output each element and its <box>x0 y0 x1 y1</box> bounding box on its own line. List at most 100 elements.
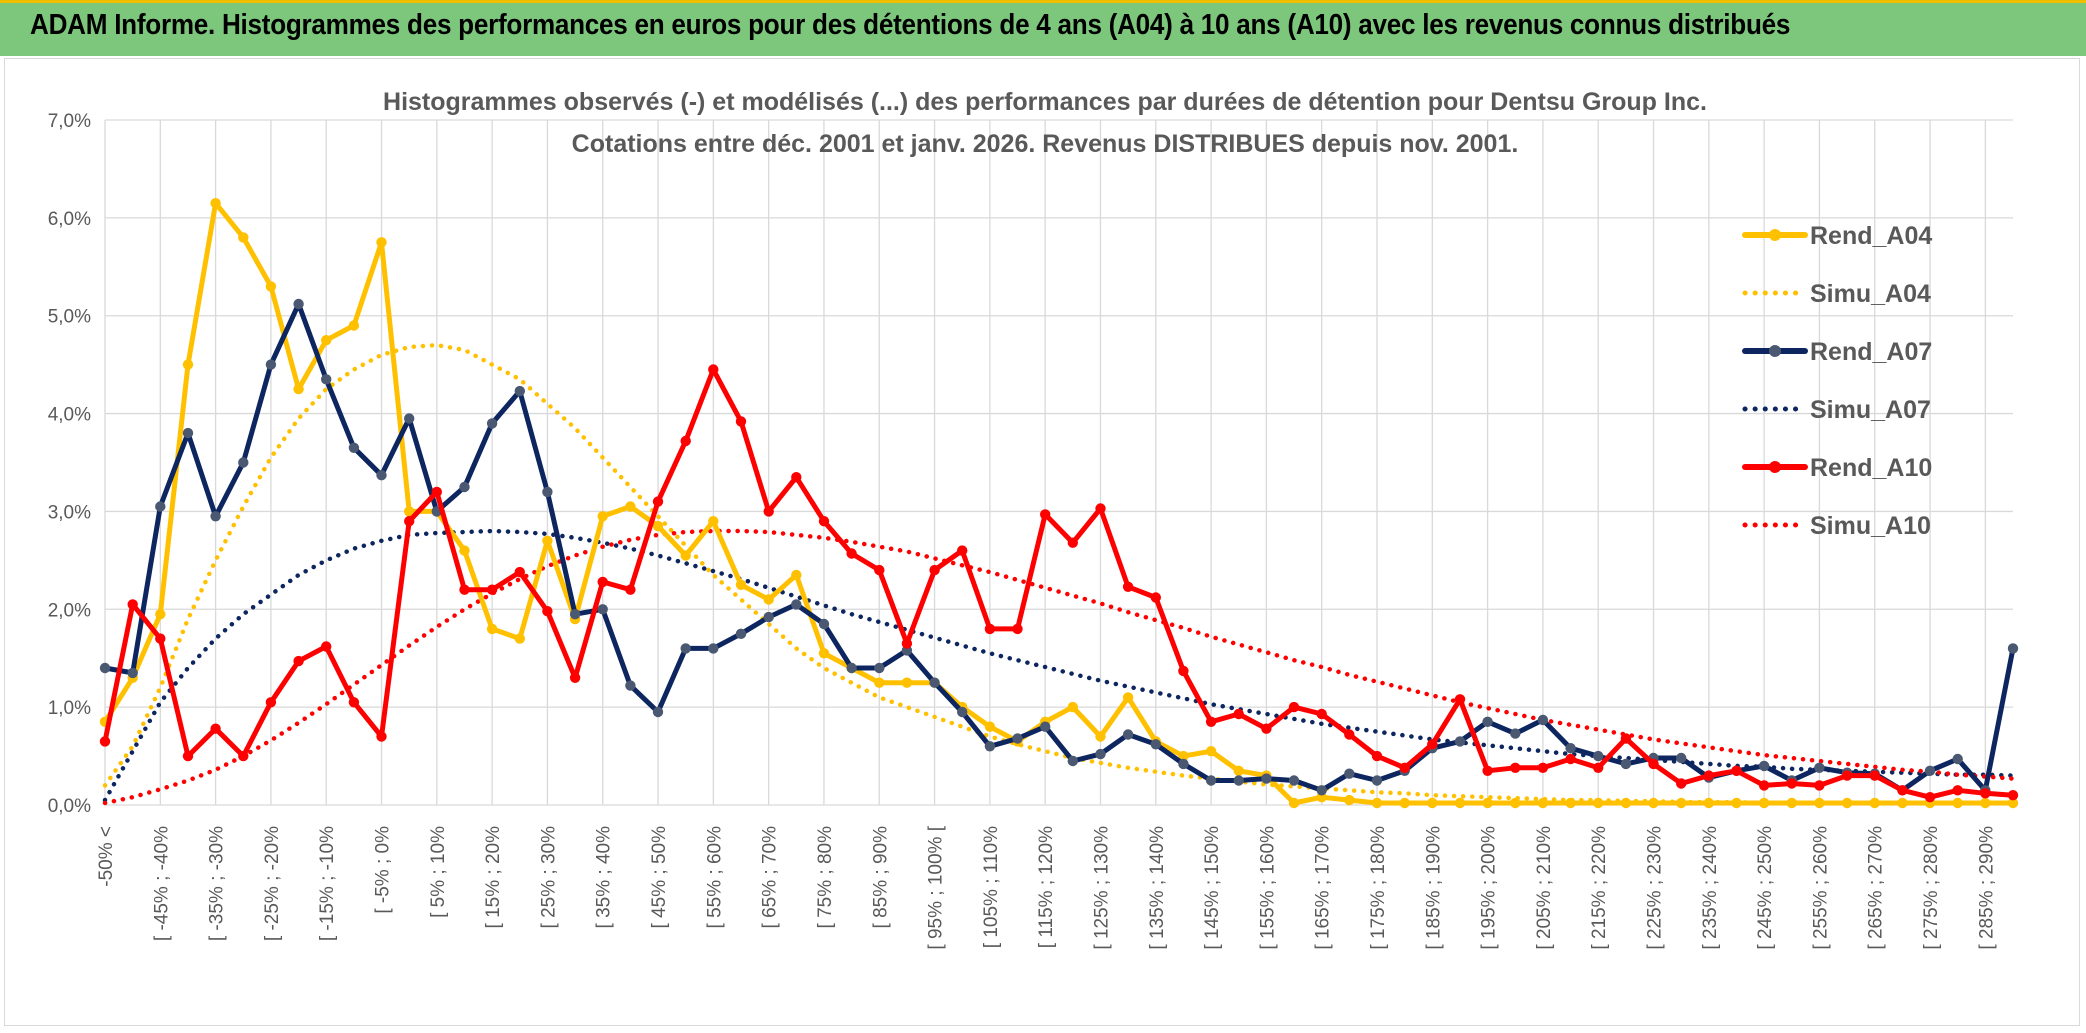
data-point <box>1952 753 1963 765</box>
data-point <box>459 481 470 493</box>
data-point <box>1288 701 1300 713</box>
data-point <box>846 662 857 674</box>
data-point <box>127 599 138 610</box>
y-tick-label: 5,0% <box>48 307 91 328</box>
data-point <box>1814 797 1825 809</box>
data-point <box>984 721 996 732</box>
data-point <box>1399 797 1410 809</box>
data-point <box>1869 770 1880 781</box>
data-point <box>929 677 940 688</box>
data-point <box>376 237 387 248</box>
y-tick-label: 6,0% <box>48 209 91 230</box>
data-point <box>1593 762 1604 773</box>
data-point <box>486 418 498 429</box>
x-tick-label: [ 275% ; 280% <box>1921 826 1942 950</box>
data-point <box>1841 770 1853 781</box>
data-point <box>1676 778 1687 789</box>
y-tick-label: 7,0% <box>48 111 91 132</box>
data-point <box>127 667 138 679</box>
data-point <box>1731 797 1742 809</box>
data-point <box>708 643 719 654</box>
data-point <box>1897 785 1908 796</box>
data-point <box>1427 797 1438 809</box>
x-tick-label: [ 215% ; 220% <box>1589 826 1610 950</box>
data-point <box>652 496 664 507</box>
data-point <box>735 416 747 427</box>
data-point <box>625 680 636 691</box>
x-tick-label: [ 205% ; 210% <box>1534 826 1555 950</box>
data-point <box>1537 762 1549 773</box>
data-point <box>1288 775 1300 786</box>
data-point <box>1095 748 1106 760</box>
data-point <box>1565 743 1576 754</box>
data-point <box>2007 790 2019 801</box>
x-tick-label: [ 135% ; 140% <box>1147 826 1168 950</box>
data-point <box>818 516 830 527</box>
data-point <box>321 641 332 652</box>
data-point <box>155 609 166 620</box>
data-point <box>874 677 885 688</box>
series-line-simu_a10 <box>102 528 2016 806</box>
data-point <box>265 697 277 708</box>
data-point <box>625 501 636 512</box>
data-point <box>1510 762 1521 773</box>
data-point <box>1122 581 1134 592</box>
data-point <box>984 741 996 752</box>
data-point <box>348 320 360 331</box>
x-tick-label: [ -25% ; -20% <box>262 826 283 941</box>
x-tick-label: [ -35% ; -30% <box>207 826 228 941</box>
data-point <box>404 506 415 517</box>
data-point <box>791 472 802 483</box>
data-point <box>1593 750 1604 762</box>
legend-marker <box>1769 229 1781 241</box>
x-tick-label: [ 5% ; 10% <box>428 826 449 918</box>
data-point <box>1703 770 1715 781</box>
x-tick-label: [ 155% ; 160% <box>1257 826 1278 950</box>
data-point <box>1205 716 1217 727</box>
data-point <box>1178 758 1189 770</box>
data-point <box>680 550 691 561</box>
data-point <box>569 672 581 683</box>
data-point <box>1261 723 1272 734</box>
data-point <box>348 442 360 453</box>
data-point <box>1316 785 1327 796</box>
data-point <box>542 486 553 498</box>
data-point <box>459 545 470 556</box>
data-point <box>1482 716 1493 727</box>
y-tick-label: 1,0% <box>48 698 91 719</box>
data-point <box>293 383 304 395</box>
x-tick-label: [ 235% ; 240% <box>1700 826 1721 950</box>
data-point <box>625 584 636 595</box>
data-point <box>1482 765 1493 776</box>
data-point <box>1924 792 1936 803</box>
data-point <box>735 579 747 590</box>
y-tick-label: 3,0% <box>48 502 91 523</box>
data-point <box>1344 729 1355 740</box>
data-point <box>2007 643 2019 654</box>
data-point <box>1565 753 1576 765</box>
data-point <box>514 633 525 644</box>
data-point <box>210 511 221 522</box>
data-point <box>376 470 387 481</box>
data-point <box>569 609 581 620</box>
data-point <box>1454 797 1466 809</box>
data-point <box>680 643 691 654</box>
data-point <box>1288 797 1300 809</box>
data-point <box>1758 797 1770 809</box>
data-point <box>1205 775 1217 786</box>
data-point <box>1537 797 1549 809</box>
legend-label-rend_a07: Rend_A07 <box>1810 338 1932 366</box>
data-point <box>1371 797 1383 809</box>
data-point <box>155 633 166 644</box>
data-point <box>293 655 304 667</box>
data-point <box>1924 765 1936 776</box>
data-point <box>1067 755 1079 767</box>
x-tick-label: [ 125% ; 130% <box>1091 826 1112 950</box>
data-point <box>265 281 277 292</box>
data-point <box>791 599 802 610</box>
data-point <box>321 374 332 385</box>
data-point <box>155 501 166 512</box>
data-point <box>1454 736 1466 747</box>
data-point <box>1786 778 1798 789</box>
x-tick-label: [ -45% ; -40% <box>151 826 172 941</box>
